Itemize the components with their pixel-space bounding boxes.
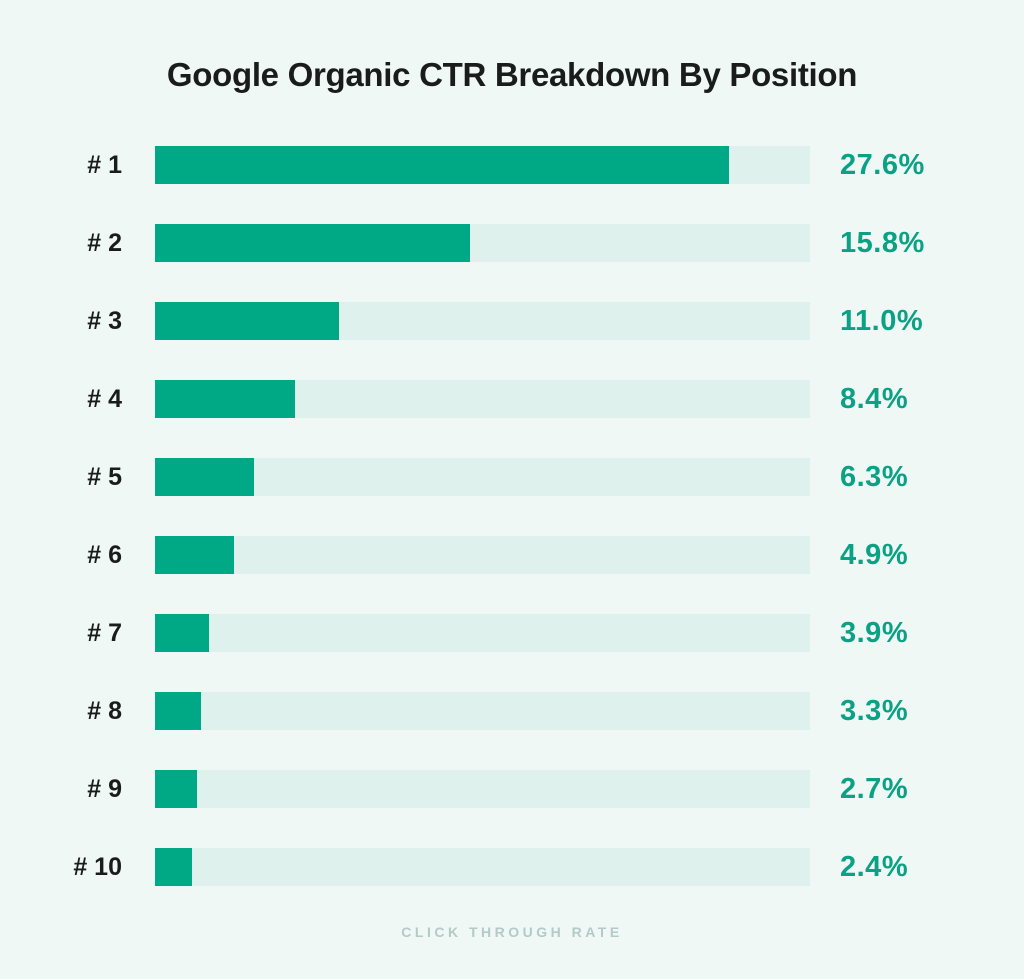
chart-row: # 7 3.9% [0,614,1024,652]
ctr-value: 3.9% [840,616,909,649]
bar-track [155,458,810,496]
ctr-value: 11.0% [840,304,924,337]
bar-fill [155,770,197,808]
position-label: # 3 [87,306,122,335]
bar-track [155,302,810,340]
position-label: # 9 [87,774,122,803]
position-label: # 7 [87,618,122,647]
position-label: # 6 [87,540,122,569]
position-label: # 1 [87,150,122,179]
chart-row: # 4 8.4% [0,380,1024,418]
position-label: # 5 [87,462,122,491]
bar-track [155,848,810,886]
ctr-value: 2.7% [840,772,909,805]
bar-track [155,692,810,730]
position-label: # 10 [73,852,122,881]
bar-fill [155,302,340,340]
position-label: # 4 [87,384,122,413]
bar-fill [155,146,729,184]
bar-fill [155,224,471,262]
bar-fill [155,692,201,730]
ctr-value: 2.4% [840,850,909,883]
chart-row: # 1 27.6% [0,146,1024,184]
chart-row: # 8 3.3% [0,692,1024,730]
bar-fill [155,458,254,496]
bar-fill [155,536,235,574]
ctr-value: 27.6% [840,148,925,181]
position-label: # 8 [87,696,122,725]
bar-track [155,770,810,808]
chart-row: # 5 6.3% [0,458,1024,496]
chart-row: # 10 2.4% [0,848,1024,886]
bar-fill [155,614,209,652]
bar-track [155,536,810,574]
bar-track [155,614,810,652]
ctr-value: 6.3% [840,460,909,493]
bar-chart: # 1 27.6% # 2 15.8% # 3 11.0% # 4 8.4% #… [0,146,1024,886]
bar-track [155,380,810,418]
bar-fill [155,380,296,418]
chart-row: # 3 11.0% [0,302,1024,340]
x-axis-caption: CLICK THROUGH RATE [401,924,623,940]
position-label: # 2 [87,228,122,257]
chart-row: # 9 2.7% [0,770,1024,808]
ctr-value: 3.3% [840,694,909,727]
ctr-value: 15.8% [840,226,925,259]
ctr-value: 4.9% [840,538,909,571]
bar-track [155,224,810,262]
chart-row: # 2 15.8% [0,224,1024,262]
bar-fill [155,848,192,886]
chart-title: Google Organic CTR Breakdown By Position [166,56,858,93]
ctr-value: 8.4% [840,382,909,415]
bar-track [155,146,810,184]
chart-row: # 6 4.9% [0,536,1024,574]
